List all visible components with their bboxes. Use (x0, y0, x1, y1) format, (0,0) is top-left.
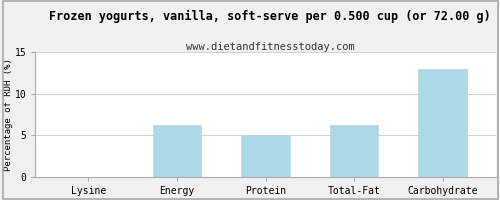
Text: Frozen yogurts, vanilla, soft-serve per 0.500 cup (or 72.00 g): Frozen yogurts, vanilla, soft-serve per … (49, 10, 491, 23)
Bar (418, 69, 467, 177)
Bar (241, 135, 290, 177)
Y-axis label: Percentage of RDH (%): Percentage of RDH (%) (4, 58, 13, 171)
Text: www.dietandfitnesstoday.com: www.dietandfitnesstoday.com (186, 42, 354, 52)
Bar (330, 125, 378, 177)
Bar (152, 125, 202, 177)
